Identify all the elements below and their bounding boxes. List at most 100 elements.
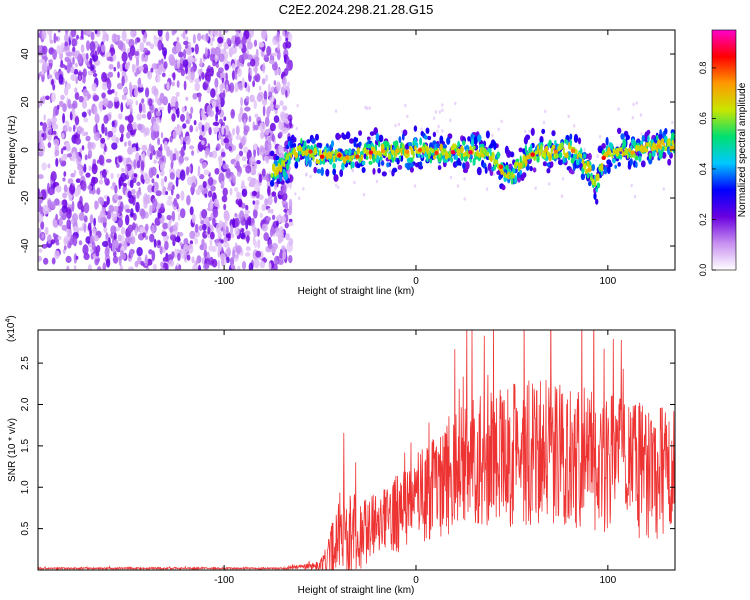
noise-cell	[245, 165, 252, 174]
y-tick-label: 0.5	[20, 521, 31, 535]
trace-cell	[470, 138, 475, 148]
noise-cell	[287, 81, 291, 88]
noise-cell	[72, 56, 75, 65]
noise-cell	[150, 67, 154, 73]
noise-cell	[277, 144, 283, 150]
noise-cell	[44, 226, 49, 235]
noise-cell	[177, 231, 184, 237]
noise-cell	[164, 240, 169, 251]
noise-cell	[121, 51, 128, 63]
noise-cell	[238, 43, 243, 49]
speckle-cell	[397, 122, 401, 127]
trace-cell	[510, 171, 514, 180]
trace-cell	[450, 157, 454, 163]
noise-cell	[271, 62, 278, 71]
noise-cell	[182, 30, 186, 40]
trace-cell	[667, 158, 672, 166]
noise-cell	[68, 126, 72, 132]
noise-cell	[153, 185, 157, 194]
trace-peak	[630, 150, 635, 155]
noise-cell	[198, 92, 202, 103]
noise-cell	[153, 159, 157, 164]
trace-cell	[366, 136, 371, 141]
noise-cell	[239, 210, 245, 222]
trace-cell	[362, 147, 365, 154]
colorbar-tick-label: 0.6	[698, 112, 708, 125]
noise-cell	[101, 72, 107, 83]
noise-cell	[127, 140, 132, 147]
noise-cell	[74, 62, 78, 68]
trace-cell	[640, 160, 646, 168]
noise-cell	[122, 46, 127, 54]
noise-cell	[232, 217, 236, 229]
noise-cell	[157, 240, 161, 246]
trace-cell	[551, 144, 556, 150]
noise-cell	[49, 39, 54, 44]
trace-cell	[427, 135, 432, 141]
noise-cell	[157, 212, 162, 219]
noise-cell	[71, 200, 75, 212]
noise-cell	[132, 146, 137, 153]
noise-cell	[67, 229, 73, 238]
noise-cell	[244, 106, 251, 112]
speckle-cell	[485, 187, 489, 191]
noise-cell	[144, 223, 149, 232]
noise-cell	[171, 251, 175, 259]
speckle-cell	[335, 183, 338, 188]
noise-cell	[241, 156, 247, 161]
noise-cell	[134, 260, 139, 268]
noise-cell	[230, 108, 235, 119]
noise-cell	[238, 112, 242, 123]
noise-cell	[132, 129, 136, 134]
noise-cell	[48, 186, 55, 196]
noise-cell	[64, 33, 69, 43]
noise-cell	[121, 75, 125, 87]
noise-cell	[236, 154, 240, 160]
noise-cell	[155, 190, 162, 197]
trace-cell	[418, 161, 423, 167]
trace-cell	[413, 125, 418, 132]
noise-cell	[40, 221, 45, 230]
noise-cell	[121, 30, 127, 42]
noise-cell	[201, 124, 205, 132]
noise-cell	[78, 166, 84, 177]
speckle-cell	[413, 184, 417, 188]
noise-cell	[214, 54, 218, 63]
trace-cell	[611, 143, 614, 152]
noise-cell	[288, 32, 293, 42]
trace-cell	[608, 162, 613, 168]
noise-cell	[136, 190, 140, 199]
noise-cell	[233, 43, 236, 48]
trace-cell	[626, 152, 629, 160]
noise-cell	[259, 145, 265, 156]
noise-cell	[254, 113, 259, 118]
noise-cell	[263, 54, 269, 62]
noise-cell	[82, 88, 88, 97]
noise-cell	[270, 208, 274, 214]
noise-cell	[254, 59, 260, 67]
speckle-cell	[394, 123, 397, 128]
noise-cell	[121, 167, 125, 173]
noise-cell	[268, 239, 273, 246]
noise-cell	[259, 122, 266, 132]
noise-cell	[270, 86, 275, 94]
noise-cell	[111, 213, 118, 222]
noise-cell	[183, 48, 187, 60]
noise-cell	[143, 31, 148, 39]
noise-cell	[67, 178, 74, 185]
noise-cell	[105, 258, 111, 268]
x-tick-label: 100	[600, 575, 617, 586]
trace-cell	[612, 158, 616, 164]
trace-cell	[648, 157, 653, 165]
noise-cell	[47, 163, 51, 169]
noise-cell	[56, 44, 61, 55]
noise-cell	[127, 114, 134, 124]
noise-cell	[156, 74, 161, 83]
trace-cell	[331, 150, 334, 155]
noise-cell	[96, 245, 101, 253]
noise-cell	[234, 187, 239, 192]
trace-cell	[333, 174, 339, 182]
noise-cell	[92, 226, 96, 237]
trace-cell	[280, 159, 284, 167]
speckle-cell	[441, 129, 444, 133]
